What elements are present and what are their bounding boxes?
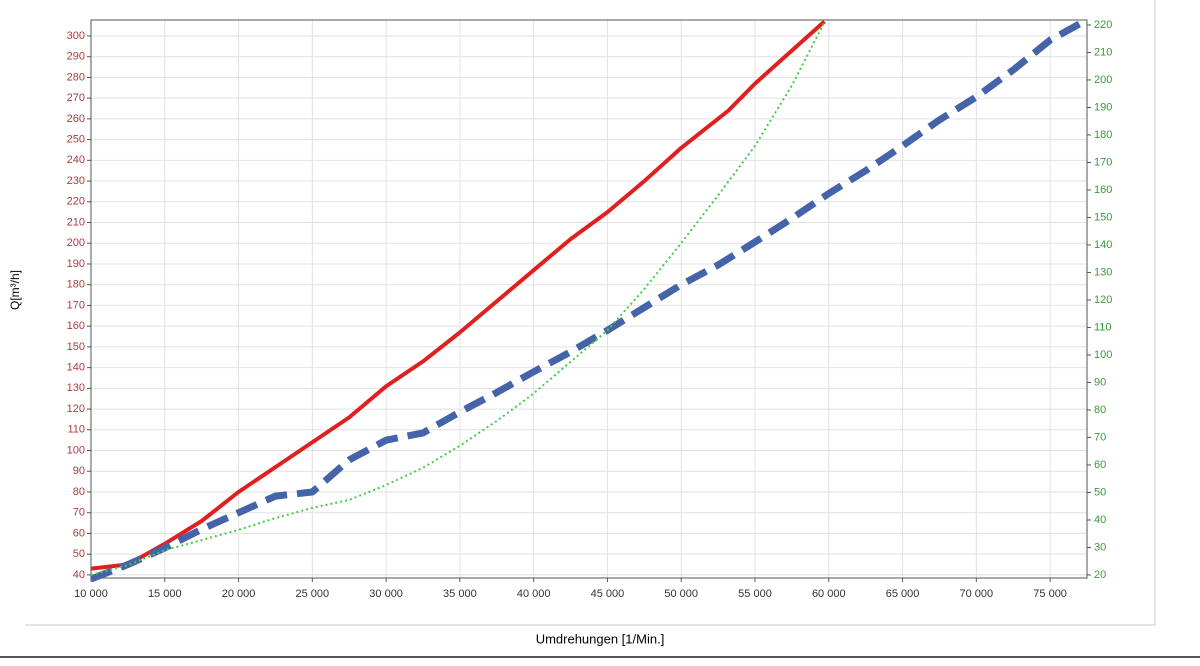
y-tick-label: 270	[67, 92, 85, 104]
y-tick-label: 60	[73, 527, 85, 539]
y2-tick-label: 170	[1094, 156, 1112, 168]
x-tick-label: 40 000	[517, 588, 551, 600]
y2-tick-label: 190	[1094, 101, 1112, 113]
y-tick-label: 120	[67, 403, 85, 415]
x-tick-label: 75 000	[1033, 588, 1067, 600]
y2-tick-label: 160	[1094, 184, 1112, 196]
y2-tick-label: 60	[1094, 459, 1106, 471]
y2-tick-label: 40	[1094, 514, 1106, 526]
y-tick-label: 40	[73, 569, 85, 581]
x-tick-label: 20 000	[222, 588, 256, 600]
y-tick-label: 190	[67, 258, 85, 270]
y-axis-label: Q[m³/h]	[8, 270, 22, 310]
y2-tick-label: 140	[1094, 239, 1112, 251]
x-axis-label: Umdrehungen [1/Min.]	[536, 631, 665, 646]
y2-tick-label: 20	[1094, 569, 1106, 581]
x-tick-label: 10 000	[74, 588, 108, 600]
y-tick-label: 230	[67, 175, 85, 187]
y-tick-label: 100	[67, 444, 85, 456]
y-tick-label: 210	[67, 216, 85, 228]
x-tick-label: 60 000	[812, 588, 846, 600]
y-tick-label: 150	[67, 341, 85, 353]
y-tick-label: 90	[73, 465, 85, 477]
x-tick-label: 30 000	[369, 588, 403, 600]
series-line	[91, 19, 826, 571]
y-tick-label: 260	[67, 113, 85, 125]
y-tick-label: 130	[67, 382, 85, 394]
y-tick-label: 70	[73, 507, 85, 519]
y-tick-label: 240	[67, 154, 85, 166]
y2-tick-label: 90	[1094, 376, 1106, 388]
y2-tick-label: 50	[1094, 486, 1106, 498]
x-tick-label: 15 000	[148, 588, 182, 600]
y2-tick-label: 220	[1094, 19, 1112, 31]
x-tick-label: 55 000	[738, 588, 772, 600]
y-tick-label: 220	[67, 196, 85, 208]
y2-tick-label: 110	[1094, 321, 1112, 333]
x-tick-label: 35 000	[443, 588, 477, 600]
series-line	[91, 18, 1086, 582]
y-tick-label: 50	[73, 548, 85, 560]
y-tick-label: 200	[67, 237, 85, 249]
y-tick-label: 80	[73, 486, 85, 498]
y2-tick-label: 200	[1094, 74, 1112, 86]
y2-tick-label: 70	[1094, 431, 1106, 443]
x-tick-label: 65 000	[886, 588, 920, 600]
x-tick-label: 25 000	[296, 588, 330, 600]
y2-tick-label: 130	[1094, 266, 1112, 278]
y-tick-label: 300	[67, 30, 85, 42]
x-tick-label: 70 000	[960, 588, 994, 600]
x-tick-label: 45 000	[591, 588, 625, 600]
y2-tick-label: 100	[1094, 349, 1112, 361]
y-tick-label: 280	[67, 71, 85, 83]
y-tick-label: 290	[67, 51, 85, 63]
plot-frame	[90, 19, 1088, 579]
y-tick-label: 140	[67, 362, 85, 374]
y2-tick-label: 210	[1094, 46, 1112, 58]
y2-tick-label: 120	[1094, 294, 1112, 306]
x-tick-label: 50 000	[664, 588, 698, 600]
y-tick-label: 180	[67, 279, 85, 291]
y2-tick-label: 80	[1094, 404, 1106, 416]
y2-tick-label: 180	[1094, 129, 1112, 141]
y-tick-label: 110	[67, 424, 85, 436]
y-tick-label: 170	[67, 299, 85, 311]
y2-tick-label: 150	[1094, 211, 1112, 223]
y2-tick-label: 30	[1094, 541, 1106, 553]
y-tick-label: 160	[67, 320, 85, 332]
y-tick-label: 250	[67, 134, 85, 146]
